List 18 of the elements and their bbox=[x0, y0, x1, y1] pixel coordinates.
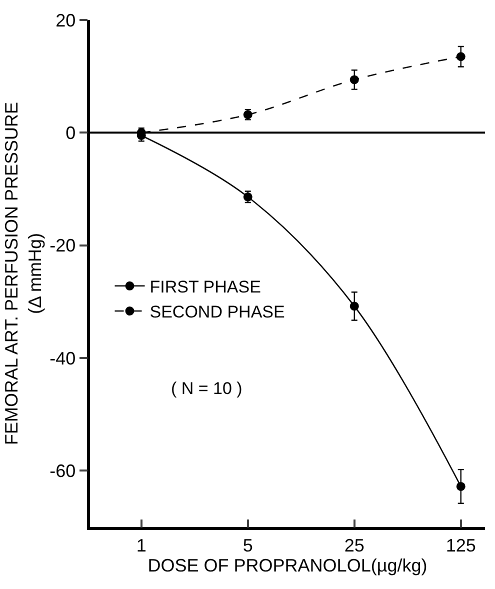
point bbox=[350, 75, 359, 84]
y-tick-label: -60 bbox=[50, 460, 76, 481]
y-tick-label: 20 bbox=[56, 10, 76, 30]
x-tick-label: 5 bbox=[242, 535, 253, 556]
legend-label: FIRST PHASE bbox=[150, 278, 261, 297]
legend-label: SECOND PHASE bbox=[150, 302, 285, 322]
point bbox=[456, 482, 466, 491]
x-tick-label: 25 bbox=[344, 535, 364, 556]
y-axis-title: FEMORAL ART. PERFUSION PRESSURE (Δ mmHg) bbox=[1, 102, 45, 446]
y-tick-label: 0 bbox=[66, 122, 76, 143]
point bbox=[456, 52, 466, 62]
x-axis-title: DOSE OF PROPRANOLOL(µg/kg) bbox=[148, 555, 428, 576]
point bbox=[350, 302, 359, 311]
x-tick-label: 1 bbox=[136, 535, 146, 556]
x-tick-label: 125 bbox=[446, 535, 476, 556]
annotation: ( N = 10 ) bbox=[171, 379, 242, 398]
y-tick-label: -40 bbox=[50, 348, 76, 368]
y-tick-label: -20 bbox=[50, 236, 76, 256]
